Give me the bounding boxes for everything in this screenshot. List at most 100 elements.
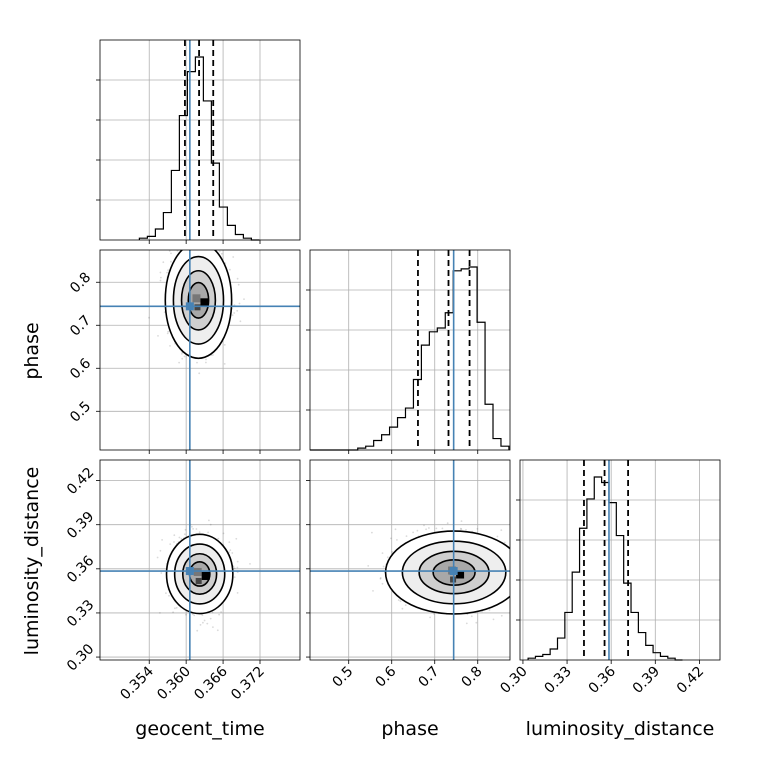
- truth-marker: [449, 567, 458, 576]
- sample-point: [465, 529, 467, 531]
- tick-label-y: 0.8: [67, 269, 94, 296]
- sample-point: [159, 549, 162, 552]
- sample-point: [172, 611, 175, 614]
- tick-label-y: 0.7: [67, 312, 94, 339]
- sample-point: [231, 552, 234, 554]
- tick-label-x: 0.7: [416, 664, 443, 691]
- sample-point: [205, 361, 207, 364]
- histogram-step: [527, 476, 683, 661]
- panel-frame-luminosity_distance: [519, 459, 721, 661]
- sample-point: [206, 622, 209, 625]
- sample-point: [183, 355, 186, 358]
- density-cell: [200, 298, 209, 307]
- sample-point: [216, 247, 218, 249]
- sample-point: [223, 344, 226, 346]
- panel-2d-luminosity_distance_vs_phase: 0.5 0.6 0.7 0.8: [306, 459, 518, 691]
- sample-point: [425, 528, 427, 531]
- sample-point: [174, 607, 176, 610]
- sample-point: [173, 534, 176, 537]
- sample-point: [511, 581, 513, 583]
- tick-label-y: 0.33: [64, 597, 97, 630]
- sample-point: [180, 537, 183, 540]
- sample-point: [500, 614, 503, 617]
- sample-point: [195, 528, 198, 530]
- sample-point: [201, 614, 204, 616]
- sample-point: [185, 245, 187, 247]
- sample-point: [160, 276, 162, 279]
- tick-label-y: 0.30: [64, 641, 97, 674]
- sample-point: [218, 250, 221, 253]
- panel-hist-luminosity_distance: 0.30 0.33 0.36 0.39 0.42: [497, 459, 721, 697]
- sample-point: [193, 614, 196, 617]
- panel-hist-geocent_time: [96, 39, 301, 244]
- sample-point: [239, 320, 242, 323]
- sample-point: [511, 586, 513, 588]
- xlabel-phase: phase: [381, 718, 438, 740]
- sample-point: [446, 522, 449, 525]
- sample-point: [159, 612, 161, 614]
- density-cell: [201, 571, 210, 580]
- sample-point: [181, 357, 184, 360]
- sample-point: [249, 563, 251, 565]
- sample-point: [367, 565, 370, 567]
- panel-hist-phase: [306, 249, 511, 454]
- sample-point: [168, 250, 171, 252]
- sample-point: [198, 372, 201, 375]
- sample-point: [404, 604, 407, 606]
- tick-label-x: 0.39: [630, 664, 663, 697]
- sample-point: [496, 535, 499, 538]
- sample-point: [391, 551, 394, 553]
- sample-point: [169, 345, 171, 347]
- sample-point: [390, 537, 392, 540]
- sample-point: [512, 608, 514, 610]
- sample-point: [161, 539, 164, 541]
- sample-point: [156, 556, 159, 559]
- sample-point: [428, 527, 430, 529]
- sample-point: [503, 541, 506, 544]
- sample-point: [220, 252, 223, 255]
- sample-point: [212, 354, 214, 356]
- sample-point: [423, 524, 425, 527]
- sample-point: [243, 298, 245, 300]
- truth-marker: [185, 302, 194, 311]
- sample-point: [382, 565, 385, 568]
- sample-point: [168, 594, 170, 597]
- sample-point: [235, 537, 238, 540]
- sample-point: [379, 577, 382, 579]
- sample-point: [159, 271, 162, 274]
- sample-point: [381, 552, 384, 554]
- sample-point: [416, 529, 419, 532]
- tick-label-y: 0.6: [67, 355, 94, 382]
- sample-point: [371, 531, 373, 534]
- sample-point: [212, 626, 214, 628]
- sample-point: [441, 527, 444, 530]
- panel-2d-phase_vs_geocent_time: 0.5 0.6 0.7 0.8: [67, 245, 301, 454]
- sample-point: [399, 600, 402, 603]
- sample-point: [167, 330, 170, 333]
- sample-point: [198, 531, 201, 533]
- ylabel-luminosity-distance: luminosity_distance: [21, 467, 43, 656]
- contour-line: [173, 543, 226, 605]
- sample-point: [199, 624, 202, 626]
- sample-point: [208, 519, 210, 522]
- panel-content: [100, 245, 300, 450]
- density-cell: [456, 570, 465, 579]
- sample-point: [512, 601, 514, 603]
- sample-point: [405, 535, 408, 537]
- sample-point: [397, 599, 400, 601]
- sample-point: [228, 541, 231, 543]
- contour-line: [165, 533, 234, 615]
- density-cell: [194, 304, 201, 311]
- sample-point: [236, 592, 239, 594]
- sample-point: [514, 571, 516, 573]
- tick-label-y: 0.5: [67, 398, 94, 425]
- sample-point: [233, 312, 236, 314]
- sample-point: [435, 527, 438, 530]
- contour-line: [172, 255, 225, 345]
- tick-label-y: 0.39: [64, 509, 97, 542]
- sample-point: [236, 566, 239, 569]
- sample-point: [516, 559, 518, 561]
- panel-bg: [310, 250, 510, 450]
- panel-content: [310, 460, 518, 660]
